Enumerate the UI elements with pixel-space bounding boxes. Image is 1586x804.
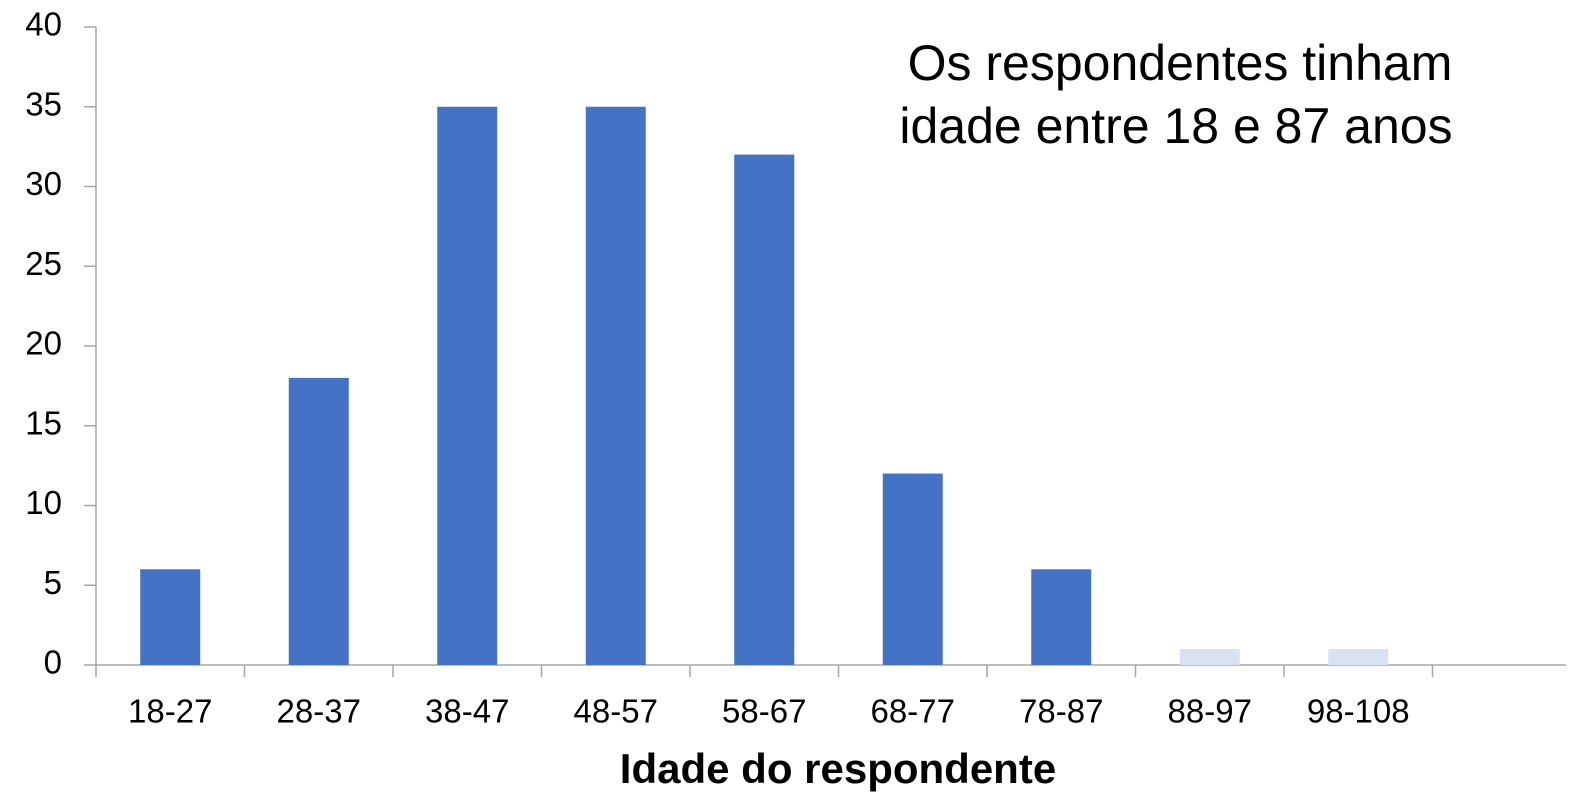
x-tick-label: 38-47 — [425, 693, 509, 730]
x-axis-label: Idade do respondente — [620, 745, 1056, 792]
y-tick-label: 10 — [25, 484, 62, 521]
bar — [1179, 649, 1240, 665]
bar — [140, 569, 201, 665]
x-tick-label: 68-77 — [871, 693, 955, 730]
bar — [1031, 569, 1092, 665]
annotation: idade entre 18 e 87 anos — [899, 98, 1452, 154]
bar — [288, 377, 349, 665]
x-tick-label: 88-97 — [1168, 693, 1252, 730]
y-tick-label: 0 — [44, 644, 62, 681]
y-tick-label: 30 — [25, 165, 62, 202]
x-tick-label: 48-57 — [574, 693, 658, 730]
bar — [437, 106, 498, 665]
x-tick-label: 18-27 — [128, 693, 212, 730]
bar — [1328, 649, 1389, 665]
bar — [734, 154, 795, 665]
x-tick-label: 78-87 — [1019, 693, 1103, 730]
y-tick-label: 20 — [25, 325, 62, 362]
x-tick-label: 98-108 — [1307, 693, 1410, 730]
bar — [882, 473, 943, 665]
y-tick-label: 5 — [44, 564, 62, 601]
x-tick-label: 58-67 — [722, 693, 806, 730]
bar — [585, 106, 646, 665]
x-tick-label: 28-37 — [277, 693, 361, 730]
y-tick-label: 35 — [25, 85, 62, 122]
annotation: Os respondentes tinham — [908, 35, 1453, 91]
y-tick-label: 25 — [25, 245, 62, 282]
y-tick-label: 15 — [25, 404, 62, 441]
y-tick-label: 40 — [25, 6, 62, 43]
